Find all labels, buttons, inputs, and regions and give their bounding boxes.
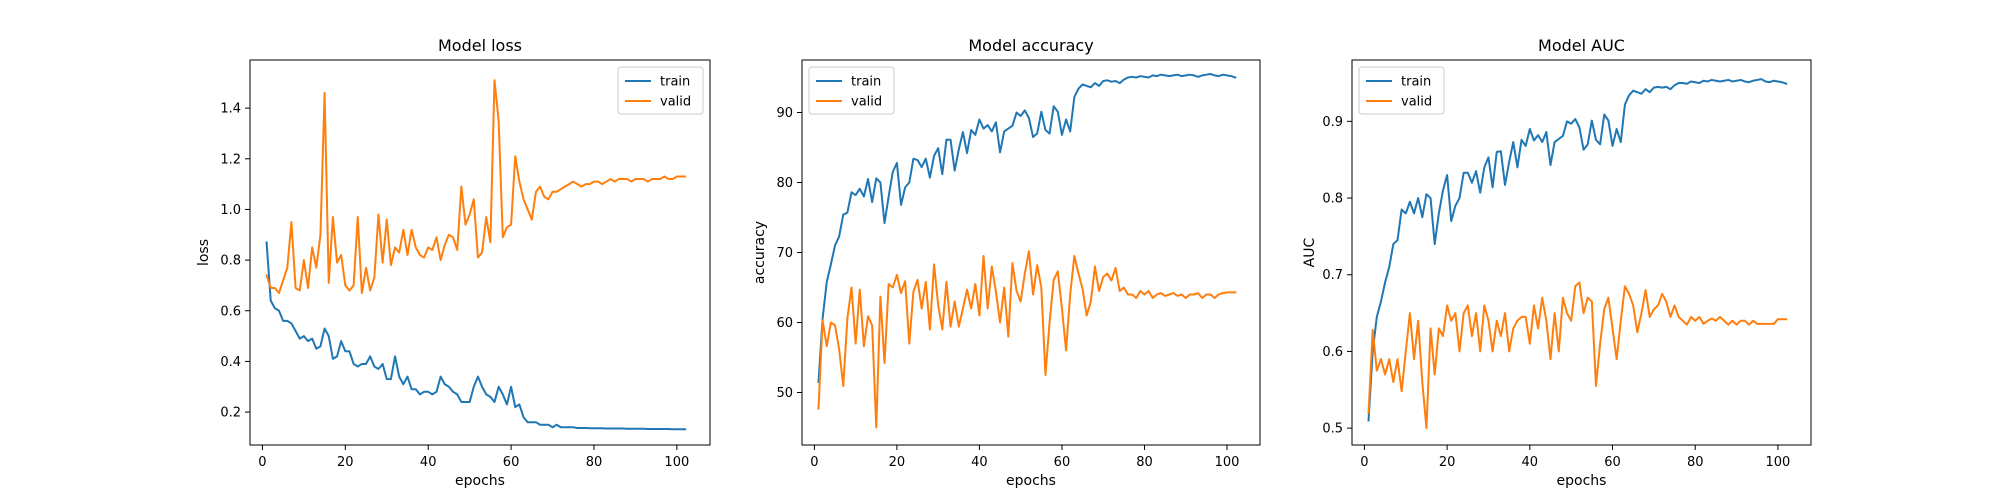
y-tick-label: 0.8 bbox=[220, 254, 241, 269]
x-tick-label: 0 bbox=[810, 455, 818, 470]
y-tick-label: 0.9 bbox=[1322, 115, 1343, 130]
legend-label-train: train bbox=[851, 75, 881, 90]
y-tick-label: 50 bbox=[776, 386, 793, 401]
x-axis-label: epochs bbox=[455, 473, 505, 489]
x-tick-label: 60 bbox=[1054, 455, 1071, 470]
y-tick-label: 1.2 bbox=[220, 152, 241, 167]
x-tick-label: 60 bbox=[1604, 455, 1621, 470]
y-tick-label: 70 bbox=[776, 246, 793, 261]
y-tick-label: 1.4 bbox=[220, 102, 241, 117]
x-tick-label: 0 bbox=[1360, 455, 1368, 470]
y-tick-label: 0.2 bbox=[220, 406, 241, 421]
y-tick-label: 0.8 bbox=[1322, 192, 1343, 207]
y-tick-label: 0.6 bbox=[1322, 345, 1343, 360]
series-line-valid bbox=[1367, 281, 1788, 430]
y-tick-label: 0.6 bbox=[220, 304, 241, 319]
legend: train valid bbox=[1358, 66, 1445, 115]
x-axis-label: epochs bbox=[1006, 473, 1056, 489]
x-tick-label: 80 bbox=[1136, 455, 1153, 470]
series-line-valid bbox=[817, 250, 1237, 429]
y-axis-label: loss bbox=[196, 239, 212, 266]
series-line-train bbox=[265, 241, 687, 431]
chart-title: Model accuracy bbox=[968, 36, 1093, 55]
x-axis-label: epochs bbox=[1557, 473, 1607, 489]
x-tick-label: 20 bbox=[1439, 455, 1456, 470]
axes-frame bbox=[249, 59, 711, 446]
legend-label-valid: valid bbox=[851, 95, 882, 110]
chart-panel-0: 0 20 40 60 80 100 0.2 0.4 0.6 0.8 1.0 1.2 1.4 Model l… bbox=[196, 36, 711, 489]
chart-panel-1: 0 20 40 60 80 100 50 60 70 80 90 Model accuracy epoc… bbox=[752, 36, 1261, 489]
series-line-train bbox=[1367, 78, 1788, 422]
series-line-valid bbox=[265, 79, 687, 295]
series-line-train bbox=[817, 73, 1237, 384]
x-tick-label: 20 bbox=[337, 455, 354, 470]
legend-box bbox=[1358, 66, 1445, 115]
x-tick-label: 40 bbox=[1522, 455, 1539, 470]
legend: train valid bbox=[617, 66, 704, 115]
x-tick-label: 60 bbox=[503, 455, 520, 470]
legend-box bbox=[808, 66, 895, 115]
y-tick-label: 0.5 bbox=[1322, 422, 1343, 437]
y-axis-label: AUC bbox=[1302, 237, 1318, 267]
legend-box bbox=[617, 66, 704, 115]
x-tick-label: 100 bbox=[1766, 455, 1791, 470]
x-tick-label: 100 bbox=[664, 455, 689, 470]
legend-label-train: train bbox=[660, 75, 690, 90]
chart-panel-2: 0 20 40 60 80 100 0.5 0.6 0.7 0.8 0.9 Model AUC epoc… bbox=[1302, 36, 1812, 489]
x-tick-label: 40 bbox=[971, 455, 988, 470]
legend-label-valid: valid bbox=[660, 95, 691, 110]
x-tick-label: 80 bbox=[1687, 455, 1704, 470]
axes-frame bbox=[1351, 59, 1812, 446]
y-tick-label: 1.0 bbox=[220, 203, 241, 218]
y-tick-label: 60 bbox=[776, 316, 793, 331]
chart-title: Model loss bbox=[438, 36, 522, 55]
legend-label-train: train bbox=[1401, 75, 1431, 90]
x-tick-label: 100 bbox=[1215, 455, 1240, 470]
chart-title: Model AUC bbox=[1538, 36, 1625, 55]
legend-label-valid: valid bbox=[1401, 95, 1432, 110]
y-tick-label: 80 bbox=[776, 176, 793, 191]
y-tick-label: 0.7 bbox=[1322, 268, 1343, 283]
x-tick-label: 20 bbox=[889, 455, 906, 470]
y-axis-label: accuracy bbox=[752, 221, 768, 284]
x-tick-label: 40 bbox=[420, 455, 437, 470]
y-tick-label: 0.4 bbox=[220, 355, 241, 370]
x-tick-label: 0 bbox=[258, 455, 266, 470]
y-tick-label: 90 bbox=[776, 106, 793, 121]
legend: train valid bbox=[808, 66, 895, 115]
x-tick-label: 80 bbox=[586, 455, 603, 470]
